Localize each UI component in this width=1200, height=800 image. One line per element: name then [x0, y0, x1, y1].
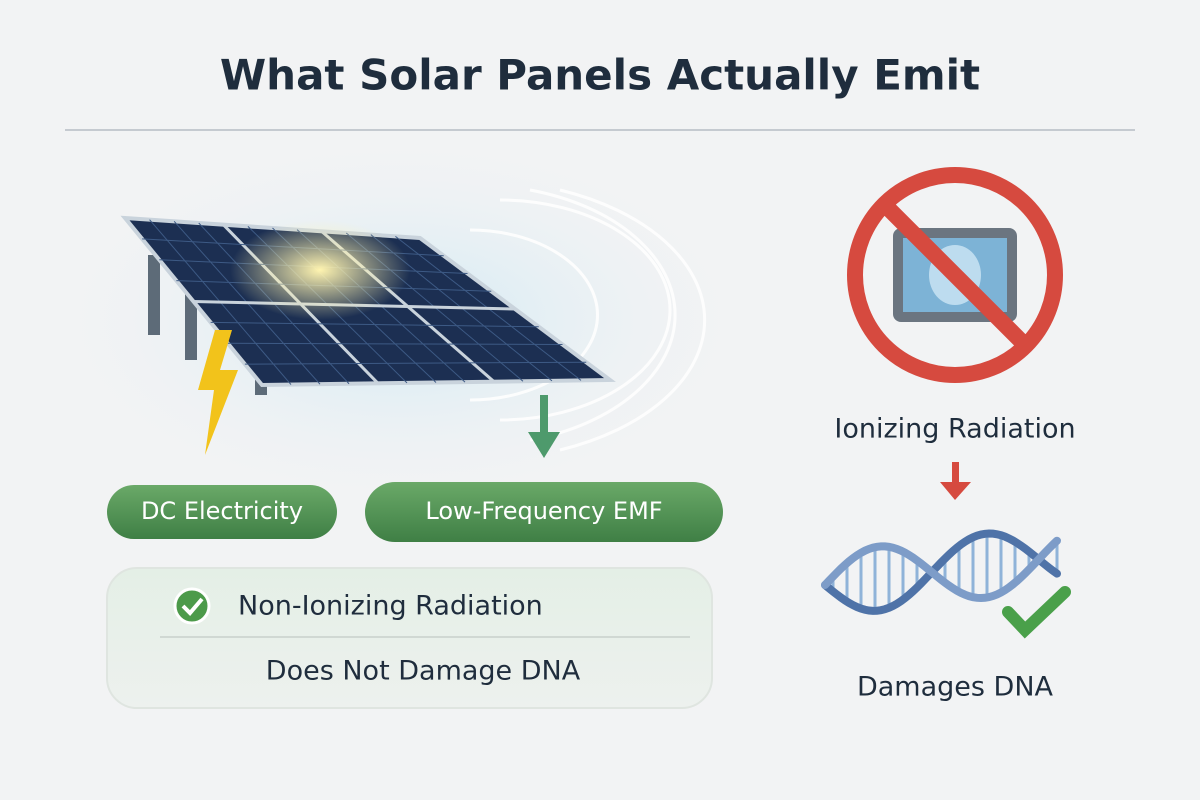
leg: [185, 290, 197, 360]
cell-line: [227, 342, 563, 345]
check-mark: [181, 597, 204, 616]
arrow-shaft: [952, 462, 959, 484]
badge: [365, 482, 723, 542]
down-arrow: [940, 462, 971, 500]
emf-waves: [469, 188, 707, 452]
dna-strand: [821, 529, 1061, 615]
title: What Solar Panels Actually Emit: [220, 51, 980, 100]
prohibition-ring: [847, 167, 1063, 383]
wave: [499, 198, 672, 422]
leg: [148, 255, 160, 335]
emf-arrow: [528, 395, 560, 458]
wave: [559, 188, 707, 452]
badge-label: Low-Frequency EMF: [425, 497, 662, 525]
dna-strand: [821, 536, 1061, 603]
lightning-bolt: [198, 330, 238, 455]
dna-helix: [821, 529, 1061, 615]
cell-line: [244, 361, 587, 365]
badge: [107, 485, 337, 539]
prohibition-slash: [879, 199, 1031, 351]
right-result: Damages DNA: [857, 672, 1054, 703]
wave: [529, 188, 677, 442]
arrow-shaft: [540, 395, 548, 435]
check-icon: [173, 587, 211, 625]
check-mark: [1002, 586, 1071, 639]
box-heading: Non-Ionizing Radiation: [238, 591, 543, 622]
badge-label: DC Electricity: [141, 497, 303, 525]
wave: [469, 228, 599, 402]
arrow-head: [528, 432, 560, 458]
info-box: [106, 567, 713, 709]
arrow-head: [940, 482, 971, 500]
cell-line: [210, 321, 539, 328]
sun-glare: [230, 220, 410, 320]
right-label: Ionizing Radiation: [834, 414, 1075, 445]
box-subheading: Does Not Damage DNA: [266, 656, 581, 687]
